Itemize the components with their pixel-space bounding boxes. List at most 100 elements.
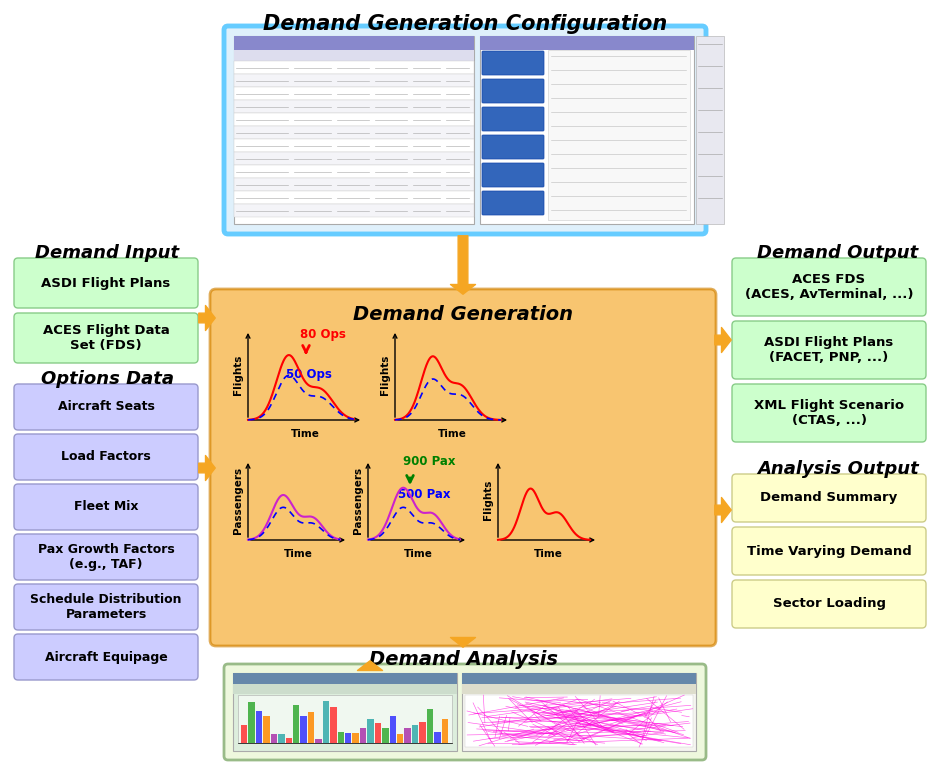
- Bar: [352, 733, 359, 743]
- Bar: [462, 684, 696, 694]
- Bar: [427, 708, 433, 743]
- Text: 500 Pax: 500 Pax: [398, 488, 450, 501]
- Text: Passengers: Passengers: [353, 467, 363, 533]
- Text: Time: Time: [284, 549, 312, 559]
- Text: Fleet Mix: Fleet Mix: [73, 500, 139, 513]
- Bar: [286, 738, 292, 743]
- Bar: [278, 733, 285, 743]
- Bar: [405, 728, 411, 743]
- Bar: [293, 705, 299, 743]
- Bar: [480, 36, 694, 50]
- FancyBboxPatch shape: [732, 580, 926, 628]
- Text: ASDI Flight Plans: ASDI Flight Plans: [41, 277, 170, 290]
- FancyBboxPatch shape: [732, 258, 926, 316]
- Text: Demand Analysis: Demand Analysis: [368, 650, 557, 669]
- Text: Schedule Distribution
Parameters: Schedule Distribution Parameters: [31, 593, 181, 621]
- Bar: [696, 36, 724, 224]
- FancyBboxPatch shape: [14, 313, 198, 363]
- Bar: [375, 723, 381, 743]
- Bar: [308, 712, 314, 743]
- Text: Demand Output: Demand Output: [757, 244, 919, 262]
- Bar: [234, 139, 474, 152]
- Bar: [234, 61, 474, 74]
- Text: ACES FDS
(ACES, AvTerminal, ...): ACES FDS (ACES, AvTerminal, ...): [745, 273, 913, 301]
- Text: Passengers: Passengers: [233, 467, 243, 533]
- Bar: [263, 716, 270, 743]
- Bar: [338, 731, 344, 743]
- FancyBboxPatch shape: [732, 321, 926, 379]
- FancyBboxPatch shape: [482, 107, 544, 131]
- Text: Options Data: Options Data: [41, 370, 174, 388]
- Text: 50 Ops: 50 Ops: [286, 368, 332, 381]
- Bar: [465, 695, 693, 747]
- Bar: [360, 728, 366, 743]
- Text: ACES Flight Data
Set (FDS): ACES Flight Data Set (FDS): [43, 324, 169, 352]
- FancyBboxPatch shape: [732, 527, 926, 575]
- Bar: [241, 725, 247, 743]
- FancyBboxPatch shape: [14, 484, 198, 530]
- Text: Time: Time: [438, 429, 467, 439]
- Text: Analysis Output: Analysis Output: [757, 460, 919, 478]
- Text: Time: Time: [404, 549, 432, 559]
- FancyBboxPatch shape: [480, 36, 694, 224]
- Bar: [256, 711, 262, 743]
- Bar: [234, 87, 474, 100]
- Bar: [300, 716, 307, 743]
- Text: Demand Generation: Demand Generation: [353, 305, 573, 324]
- FancyBboxPatch shape: [14, 384, 198, 430]
- Text: Demand Generation Configuration: Demand Generation Configuration: [263, 14, 667, 34]
- FancyBboxPatch shape: [224, 664, 706, 760]
- Text: Demand Input: Demand Input: [35, 244, 179, 262]
- Bar: [419, 722, 426, 743]
- Bar: [315, 740, 322, 743]
- Text: Time: Time: [534, 549, 563, 559]
- Text: Pax Growth Factors
(e.g., TAF): Pax Growth Factors (e.g., TAF): [37, 543, 175, 571]
- FancyBboxPatch shape: [482, 51, 544, 75]
- Bar: [234, 113, 474, 126]
- Text: Flights: Flights: [380, 354, 390, 395]
- Bar: [234, 100, 474, 113]
- Bar: [233, 673, 457, 751]
- Bar: [271, 733, 277, 743]
- Bar: [330, 707, 337, 743]
- FancyBboxPatch shape: [14, 534, 198, 580]
- FancyBboxPatch shape: [210, 289, 716, 646]
- Bar: [233, 684, 457, 694]
- Bar: [248, 702, 255, 743]
- Text: 80 Ops: 80 Ops: [300, 328, 346, 341]
- Text: Load Factors: Load Factors: [61, 451, 151, 464]
- FancyBboxPatch shape: [14, 434, 198, 480]
- Bar: [345, 733, 352, 743]
- Bar: [442, 720, 448, 743]
- Text: Time Varying Demand: Time Varying Demand: [747, 545, 911, 558]
- Bar: [323, 701, 329, 743]
- Bar: [234, 178, 474, 191]
- FancyBboxPatch shape: [732, 474, 926, 522]
- Text: Flights: Flights: [483, 480, 493, 520]
- Bar: [238, 695, 452, 743]
- Bar: [234, 152, 474, 165]
- Bar: [234, 50, 474, 61]
- Bar: [412, 725, 418, 743]
- Bar: [234, 126, 474, 139]
- Text: Demand Summary: Demand Summary: [761, 491, 897, 504]
- Bar: [234, 191, 474, 204]
- FancyBboxPatch shape: [732, 384, 926, 442]
- FancyBboxPatch shape: [234, 36, 474, 224]
- Text: Aircraft Equipage: Aircraft Equipage: [45, 650, 167, 663]
- Bar: [367, 719, 374, 743]
- Bar: [234, 36, 474, 50]
- Bar: [234, 74, 474, 87]
- Text: Time: Time: [291, 429, 320, 439]
- Text: Sector Loading: Sector Loading: [773, 597, 885, 610]
- FancyBboxPatch shape: [224, 26, 706, 234]
- Bar: [462, 673, 696, 684]
- FancyBboxPatch shape: [482, 191, 544, 215]
- FancyBboxPatch shape: [14, 634, 198, 680]
- Bar: [462, 673, 696, 751]
- Bar: [382, 728, 389, 743]
- Bar: [234, 165, 474, 178]
- Bar: [234, 204, 474, 217]
- FancyBboxPatch shape: [14, 584, 198, 630]
- FancyBboxPatch shape: [482, 135, 544, 159]
